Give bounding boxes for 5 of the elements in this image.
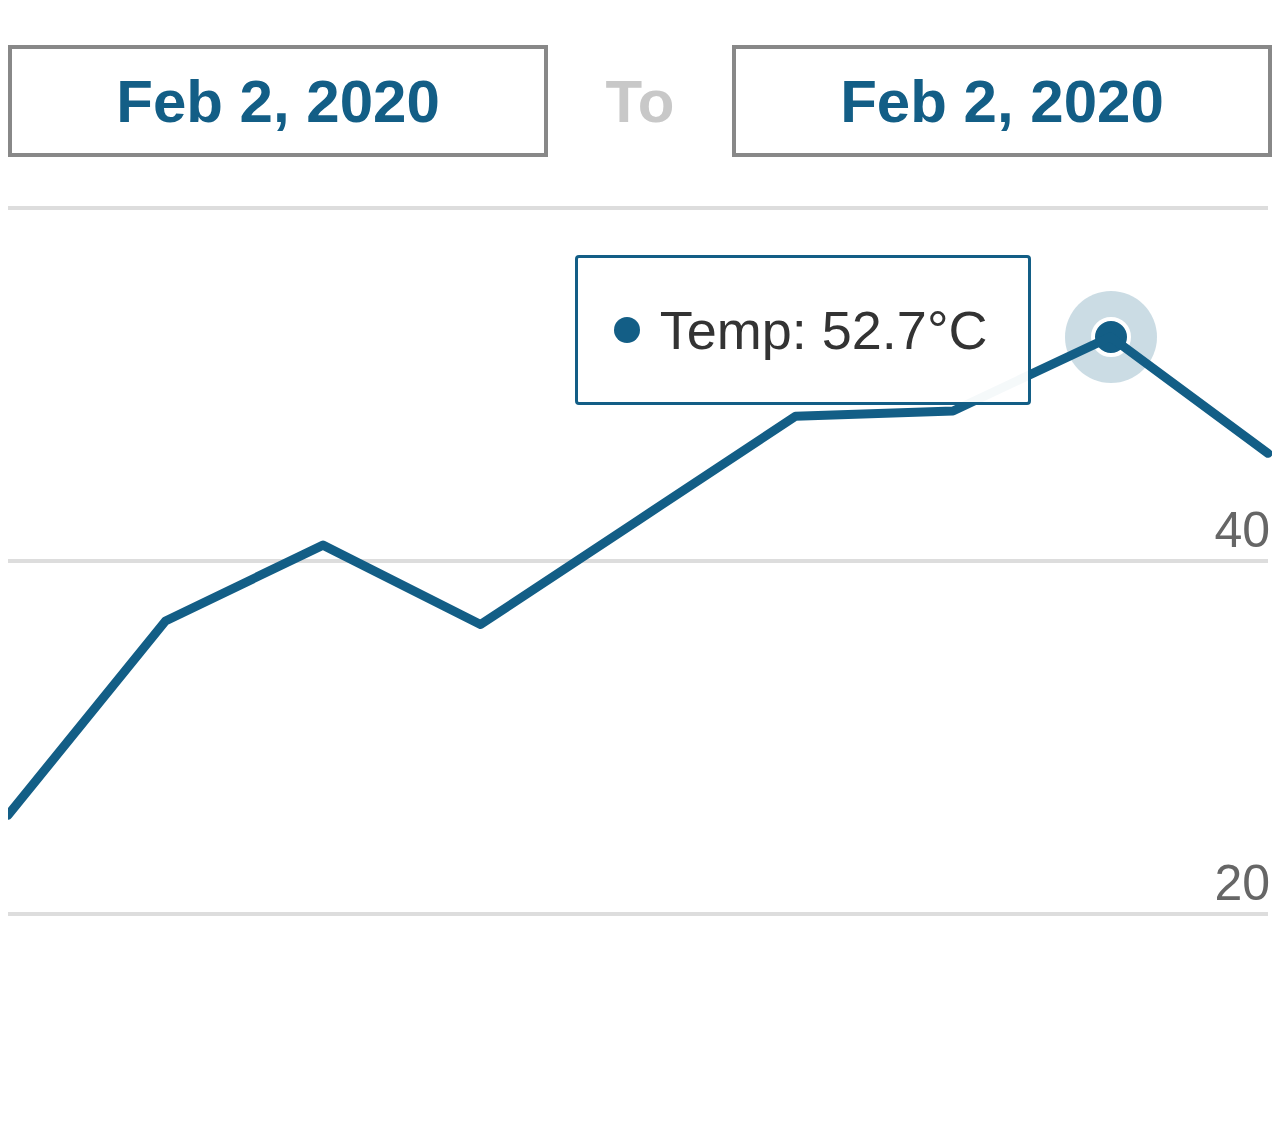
y-tick-label: 20 [1214, 854, 1270, 911]
annotation: Temp: 52.7°C [659, 298, 988, 361]
text: Feb 2, 2020 [731, 45, 1272, 157]
y-tick-label: 40 [1214, 501, 1270, 558]
text: Feb 2, 2020 [8, 45, 548, 157]
